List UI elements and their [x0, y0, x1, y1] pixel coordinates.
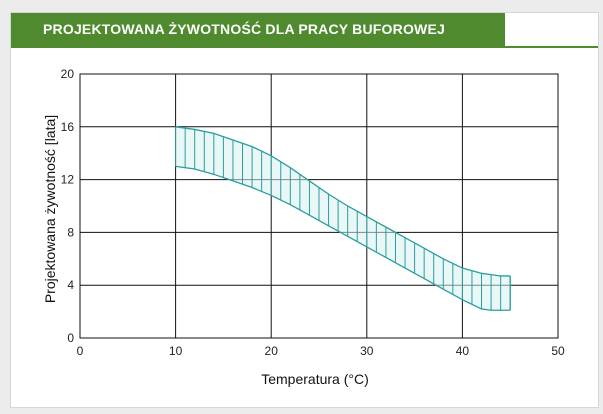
x-axis-title: Temperatura (°C): [261, 371, 369, 387]
y-tick-label: 16: [61, 120, 75, 134]
life-band: [175, 126, 511, 311]
y-tick-label: 8: [67, 225, 74, 239]
x-tick-label: 30: [360, 344, 374, 358]
band-fill: [175, 126, 511, 311]
lower-bound-line: [175, 165, 511, 311]
header-divider: [11, 46, 598, 48]
x-tick-label: 50: [551, 344, 565, 358]
y-tick-label: 0: [67, 331, 74, 345]
x-tick-label: 10: [169, 344, 183, 358]
y-tick-label: 20: [61, 67, 75, 81]
y-axis-title: Projektowana żywotność [lata]: [42, 115, 58, 303]
y-tick-label: 12: [61, 173, 75, 187]
upper-bound-line: [175, 126, 511, 277]
x-tick-label: 20: [265, 344, 279, 358]
x-tick-label: 0: [77, 344, 84, 358]
chart-header-title: PROJEKTOWANA ŻYWOTNOŚĆ DLA PRACY BUFOROW…: [11, 13, 505, 46]
x-tick-label: 40: [456, 344, 470, 358]
tick-labels: 0 10 20 30 40 50 0 4 8 12 16 20: [61, 67, 565, 358]
y-tick-label: 4: [67, 278, 74, 292]
